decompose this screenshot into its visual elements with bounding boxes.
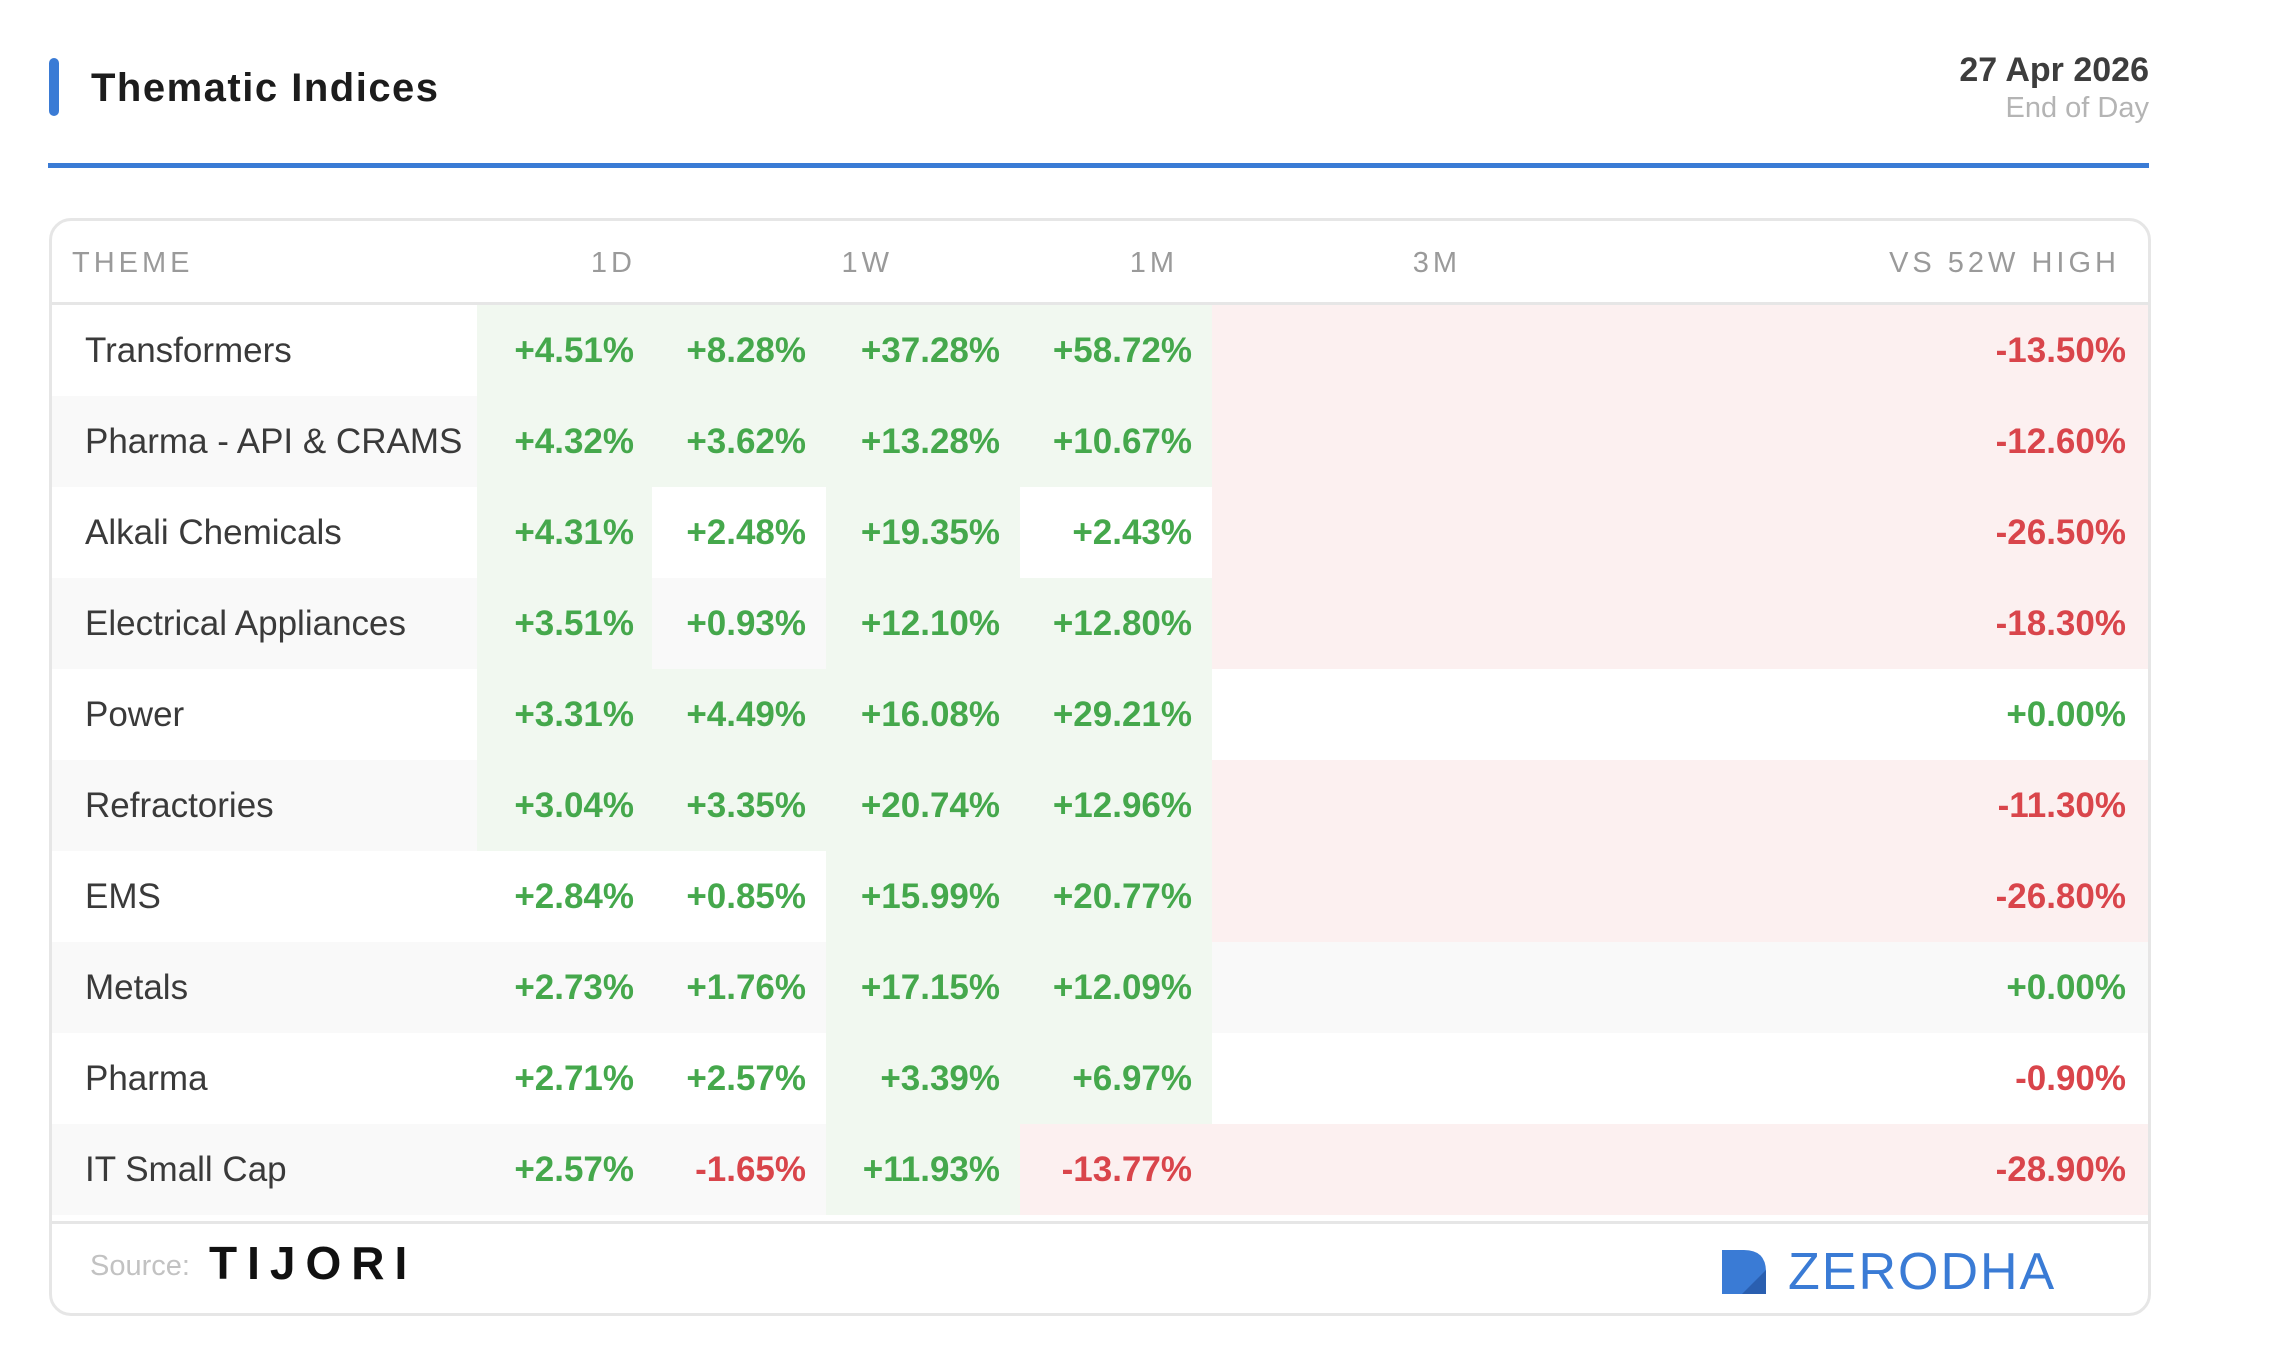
change-1w-cell: +3.62% bbox=[652, 396, 826, 487]
table-footer: Source: TIJORI ZERODHA bbox=[52, 1221, 2148, 1313]
change-1d-cell: +2.57% bbox=[477, 1124, 652, 1215]
change-1m-cell: +20.74% bbox=[826, 760, 1020, 851]
change-1d-cell: +4.32% bbox=[477, 396, 652, 487]
vs-52w-high-cell: -12.60% bbox=[1212, 396, 2148, 487]
header-divider bbox=[48, 163, 2149, 168]
change-1m-cell: +17.15% bbox=[826, 942, 1020, 1033]
table-row: Pharma +2.71% +2.57% +3.39% +6.97% -0.90% bbox=[52, 1033, 2148, 1124]
source-label: Source: bbox=[90, 1250, 190, 1282]
change-3m-cell: +12.96% bbox=[1020, 760, 1212, 851]
vs-52w-high-cell: +0.00% bbox=[2006, 695, 2126, 734]
column-header-vs-52w-high: VS 52W HIGH bbox=[1889, 247, 2120, 279]
change-1d-cell: +2.73% bbox=[477, 942, 652, 1033]
vs-52w-high-cell: -13.50% bbox=[1212, 305, 2148, 396]
vs-52w-high-cell: -26.50% bbox=[1212, 487, 2148, 578]
theme-cell: IT Small Cap bbox=[52, 1124, 477, 1215]
change-1m-cell: +11.93% bbox=[826, 1124, 1020, 1215]
vs-52w-high-cell: -28.90% bbox=[1212, 1124, 2148, 1215]
change-1d-cell: +3.04% bbox=[477, 760, 652, 851]
column-header-3m: 3M bbox=[1412, 247, 1461, 279]
change-1w-cell: +3.35% bbox=[652, 760, 826, 851]
change-1w-cell: +2.57% bbox=[686, 1059, 806, 1098]
zerodha-wordmark: ZERODHA bbox=[1788, 1243, 2057, 1301]
change-1d-cell: +2.84% bbox=[514, 877, 634, 916]
tijori-logo: TIJORI bbox=[209, 1237, 418, 1289]
table-row: Electrical Appliances +3.51% +0.93% +12.10%… bbox=[52, 578, 2148, 669]
table-row: Metals +2.73% +1.76% +17.15% +12.09% +0.00% bbox=[52, 942, 2148, 1033]
report-period: End of Day bbox=[2005, 92, 2149, 124]
vs-52w-high-cell: -0.90% bbox=[2015, 1059, 2126, 1098]
change-1w-cell: +4.49% bbox=[652, 669, 826, 760]
vs-52w-high-cell: +0.00% bbox=[1212, 942, 2148, 1033]
theme-cell: EMS bbox=[85, 877, 161, 916]
change-3m-cell: +12.80% bbox=[1020, 578, 1212, 669]
page-header: Thematic Indices 27 Apr 2026 End of Day bbox=[0, 0, 2280, 170]
theme-cell: Power bbox=[85, 695, 185, 734]
theme-cell: Alkali Chemicals bbox=[85, 513, 342, 552]
change-1w-cell: +1.76% bbox=[652, 942, 826, 1033]
column-header-theme: THEME bbox=[72, 247, 194, 279]
table-row: Power +3.31% +4.49% +16.08% +29.21% +0.00% bbox=[52, 669, 2148, 760]
change-1m-cell: +16.08% bbox=[826, 669, 1020, 760]
table-header: THEME 1D 1W 1M 3M VS 52W HIGH bbox=[52, 221, 2148, 305]
vs-52w-high-cell: -11.30% bbox=[1212, 760, 2148, 851]
change-1w-cell: +8.28% bbox=[652, 305, 826, 396]
column-header-1m: 1M bbox=[1129, 247, 1178, 279]
change-1w-cell: -1.65% bbox=[652, 1124, 826, 1215]
table-row: Alkali Chemicals +4.31% +2.48% +19.35% +2.43… bbox=[52, 487, 2148, 578]
change-1m-cell: +19.35% bbox=[826, 487, 1020, 578]
zerodha-logo-icon bbox=[1722, 1250, 1766, 1294]
vs-52w-high-cell: -26.80% bbox=[1212, 851, 2148, 942]
theme-cell: Pharma - API & CRAMS bbox=[52, 396, 477, 487]
theme-cell: Refractories bbox=[52, 760, 477, 851]
indices-table-card: THEME 1D 1W 1M 3M VS 52W HIGH Transforme… bbox=[49, 218, 2151, 1316]
change-3m-cell: +10.67% bbox=[1020, 396, 1212, 487]
page-title: Thematic Indices bbox=[91, 66, 440, 110]
change-1m-cell: +15.99% bbox=[826, 851, 1020, 942]
report-date: 27 Apr 2026 bbox=[1959, 51, 2149, 89]
change-3m-cell: +58.72% bbox=[1020, 305, 1212, 396]
change-1m-cell: +3.39% bbox=[826, 1033, 1020, 1124]
change-1w-cell: +2.48% bbox=[686, 513, 806, 552]
change-3m-cell: -13.77% bbox=[1020, 1124, 1212, 1215]
change-1w-cell: +0.93% bbox=[652, 578, 826, 669]
column-header-1d: 1D bbox=[590, 247, 636, 279]
table-row: Refractories +3.04% +3.35% +20.74% +12.96% -1… bbox=[52, 760, 2148, 851]
change-3m-cell: +2.43% bbox=[1072, 513, 1192, 552]
vs-52w-high-cell: -18.30% bbox=[1212, 578, 2148, 669]
change-1d-cell: +3.31% bbox=[477, 669, 652, 760]
change-1m-cell: +12.10% bbox=[826, 578, 1020, 669]
change-1m-cell: +37.28% bbox=[826, 305, 1020, 396]
change-1w-cell: +0.85% bbox=[686, 877, 806, 916]
theme-cell: Electrical Appliances bbox=[52, 578, 477, 669]
table-row: Transformers +4.51% +8.28% +37.28% +58.72% -1… bbox=[52, 305, 2148, 396]
column-header-1w: 1W bbox=[841, 247, 893, 279]
change-1d-cell: +4.51% bbox=[477, 305, 652, 396]
table-row: Pharma - API & CRAMS +4.32% +3.62% +13.28% +… bbox=[52, 396, 2148, 487]
change-3m-cell: +29.21% bbox=[1020, 669, 1212, 760]
table-row: EMS +2.84% +0.85% +15.99% +20.77% -26.80% bbox=[52, 851, 2148, 942]
theme-cell: Pharma bbox=[85, 1059, 208, 1098]
theme-cell: Transformers bbox=[85, 331, 292, 370]
change-1d-cell: +3.51% bbox=[477, 578, 652, 669]
change-1d-cell: +4.31% bbox=[477, 487, 652, 578]
change-1m-cell: +13.28% bbox=[826, 396, 1020, 487]
date-block: 27 Apr 2026 End of Day bbox=[1959, 50, 2149, 126]
change-3m-cell: +6.97% bbox=[1020, 1033, 1212, 1124]
table-row: IT Small Cap +2.57% -1.65% +11.93% -13.77% -2… bbox=[52, 1124, 2148, 1215]
theme-cell: Metals bbox=[52, 942, 477, 1033]
zerodha-brand: ZERODHA bbox=[1722, 1244, 2112, 1300]
change-3m-cell: +20.77% bbox=[1020, 851, 1212, 942]
change-1d-cell: +2.71% bbox=[514, 1059, 634, 1098]
change-3m-cell: +12.09% bbox=[1020, 942, 1212, 1033]
title-accent-bar bbox=[49, 58, 59, 116]
